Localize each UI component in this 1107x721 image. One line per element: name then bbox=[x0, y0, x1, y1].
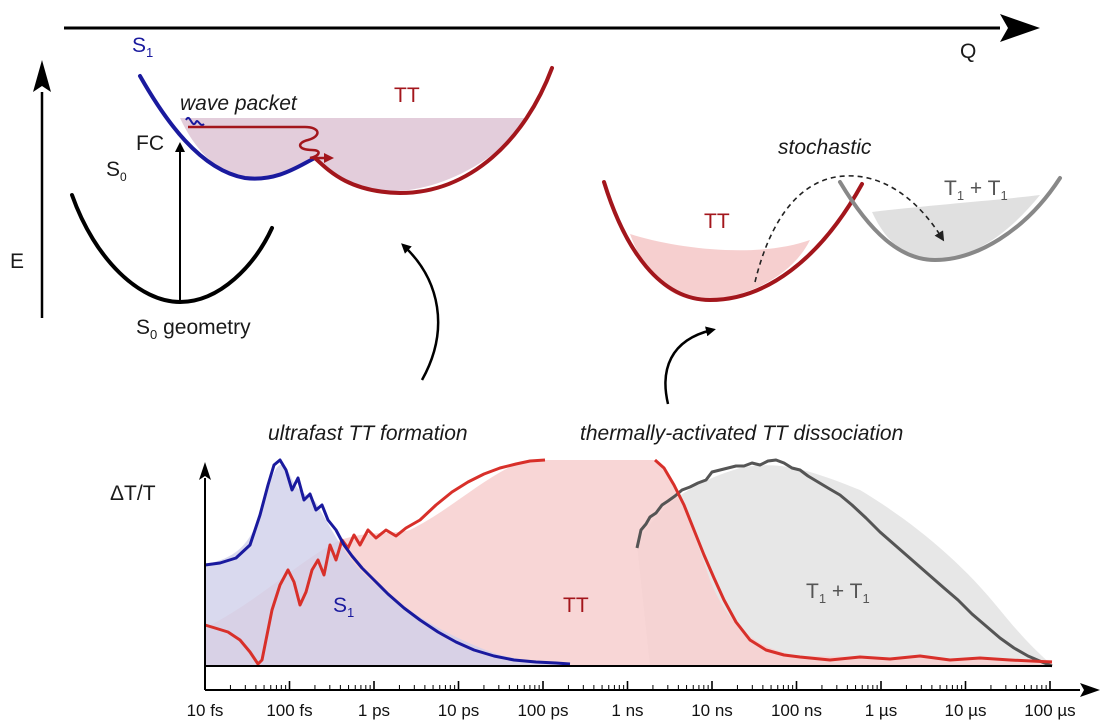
x-tick-label: 10 µs bbox=[945, 701, 987, 720]
wave-packet-label: wave packet bbox=[180, 92, 298, 115]
tt-curve-right bbox=[602, 180, 864, 303]
e-axis-label: E bbox=[10, 250, 24, 273]
x-axis-ticks: 10 fs 100 fs 1 ps 10 ps 100 ps 1 ns 10 ns 100 n… bbox=[187, 681, 1076, 720]
y-axis-label: ΔT/T bbox=[110, 482, 156, 505]
trace-tt-tail bbox=[654, 458, 1053, 664]
stochastic-label: stochastic bbox=[778, 136, 872, 159]
fc-label: FC bbox=[136, 132, 164, 155]
thermal-label: thermally-activated TT dissociation bbox=[580, 422, 903, 445]
q-axis-arrowhead-icon bbox=[1000, 14, 1040, 42]
x-tick-label: 10 fs bbox=[187, 701, 224, 720]
x-tick-label: 10 ps bbox=[438, 701, 480, 720]
right-potential-surfaces: stochastic TT T1 + T1 bbox=[602, 136, 1062, 303]
ultrafast-connector-arrow bbox=[401, 243, 440, 381]
s1-curve bbox=[138, 74, 317, 181]
x-axis-arrowhead-icon bbox=[1080, 683, 1100, 697]
x-tick-label: 1 ps bbox=[358, 701, 390, 720]
s0-curve bbox=[70, 193, 274, 305]
tt-right-shaded bbox=[630, 234, 810, 300]
q-axis-label: Q bbox=[960, 40, 976, 63]
tt-shaded-region bbox=[180, 118, 525, 191]
q-axis: Q bbox=[64, 14, 1040, 63]
tt-curve-left bbox=[313, 66, 554, 196]
s0-geometry-label: S0 geometry bbox=[136, 316, 251, 342]
trace-t1t1 bbox=[635, 458, 1053, 668]
wave-packet-transfer-arrow bbox=[188, 125, 334, 163]
ultrafast-label: ultrafast TT formation bbox=[268, 422, 468, 445]
x-tick-label: 100 ps bbox=[517, 701, 568, 720]
series-label-t1t1: T1 + T1 bbox=[806, 580, 870, 606]
y-axis-arrowhead-icon bbox=[199, 462, 211, 480]
s1-area bbox=[205, 464, 570, 666]
stochastic-arrow bbox=[754, 175, 945, 283]
tt-label-right: TT bbox=[704, 210, 730, 233]
thermal-connector-arrow bbox=[664, 326, 716, 405]
tt-area bbox=[205, 460, 1052, 666]
x-tick-label: 1 ns bbox=[611, 701, 643, 720]
trace-s1 bbox=[204, 458, 571, 666]
e-axis-arrowhead-icon bbox=[33, 60, 51, 92]
x-tick-label: 100 µs bbox=[1024, 701, 1075, 720]
s1-label: S1 bbox=[132, 34, 153, 60]
t1t1-curve bbox=[838, 176, 1062, 263]
x-tick-label: 100 fs bbox=[266, 701, 312, 720]
kinetics-chart: ΔT/T 10 fs 100 fs 1 ps 10 ps 100 ps 1 ns 10 ns… bbox=[110, 458, 1100, 720]
wave-packet-icon bbox=[185, 117, 205, 126]
s0-label: S0 bbox=[106, 158, 127, 184]
t1t1-area bbox=[637, 465, 1052, 666]
series-label-tt: TT bbox=[563, 594, 589, 617]
x-tick-label: 100 ns bbox=[771, 701, 822, 720]
series-label-s1: S1 bbox=[333, 594, 354, 620]
x-tick-label: 1 µs bbox=[865, 701, 897, 720]
e-axis: E bbox=[10, 60, 51, 318]
trace-tt bbox=[204, 458, 546, 666]
tt-label-left: TT bbox=[394, 84, 420, 107]
left-potential-surfaces: S1 TT wave packet FC S0 S0 geometry bbox=[70, 34, 554, 342]
x-tick-label: 10 ns bbox=[691, 701, 733, 720]
t1t1-shaded bbox=[872, 195, 1040, 260]
t1t1-label-right: T1 + T1 bbox=[944, 177, 1008, 203]
